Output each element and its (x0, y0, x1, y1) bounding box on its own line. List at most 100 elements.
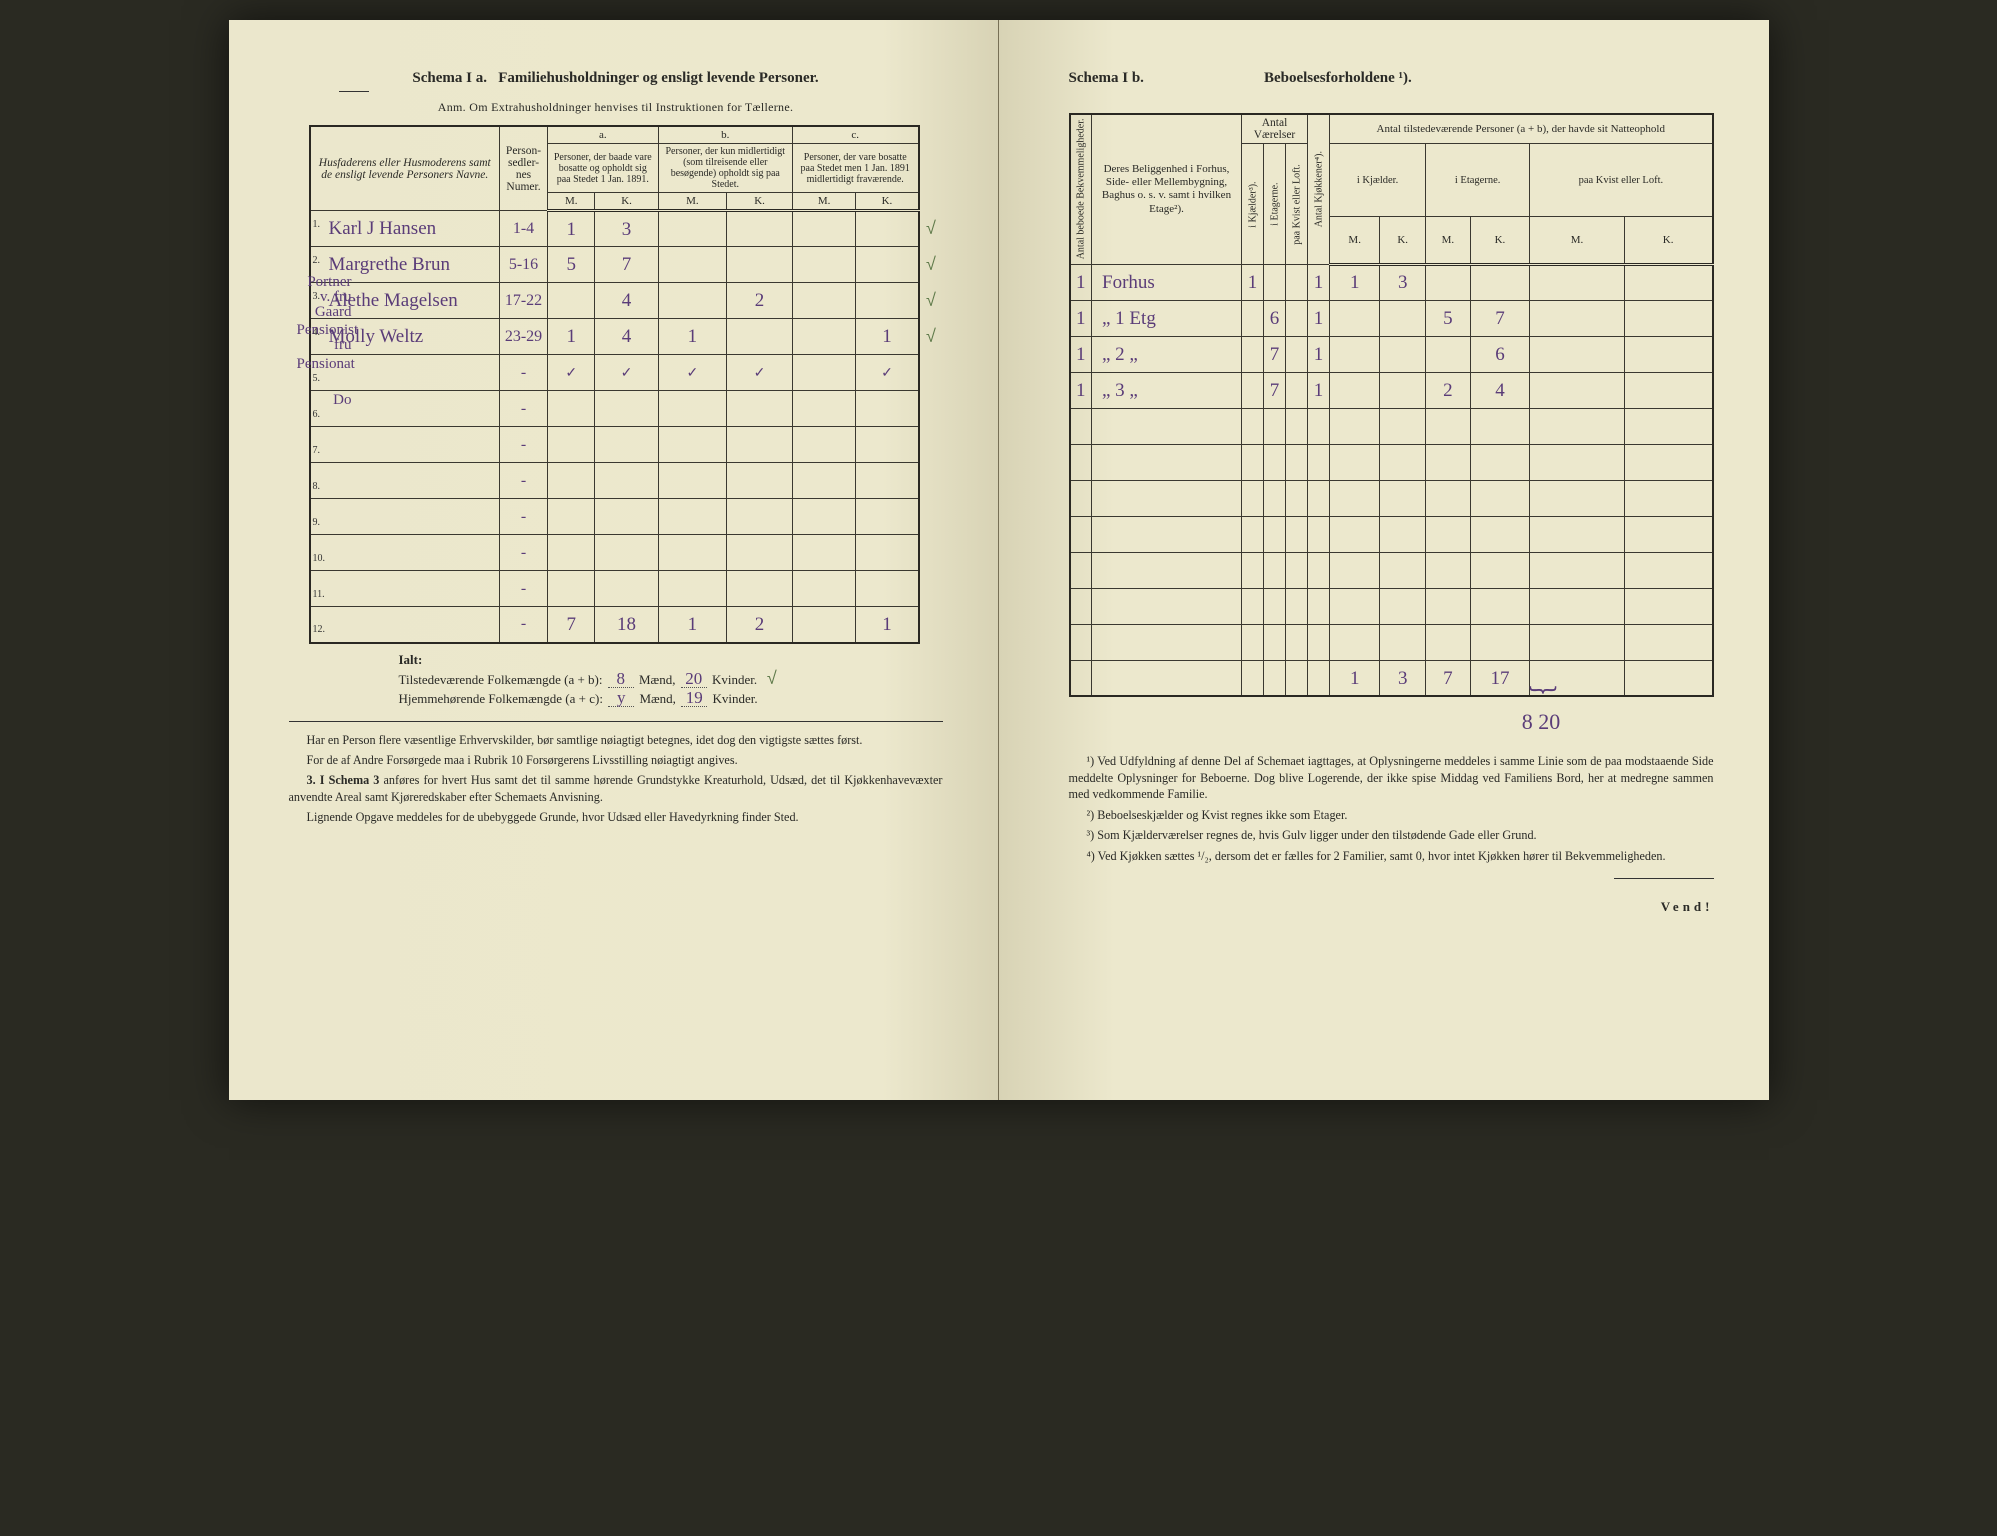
cell-ab: 1 (1070, 264, 1092, 300)
schema-1a-label: Schema I a. (412, 70, 487, 86)
cell-name: 11. (310, 571, 500, 607)
cell-ne-m (1426, 552, 1471, 588)
book-spread: Schema I a. Familiehusholdninger og ensl… (229, 20, 1769, 1100)
cell-check (919, 607, 943, 643)
cell-b-k: 2 (727, 283, 793, 319)
cell-nv-m (1530, 264, 1625, 300)
cell-a-m (548, 391, 595, 427)
cell-ve (1264, 444, 1286, 480)
cell-nk-k (1380, 444, 1426, 480)
cell-loc: „ 3 „ (1092, 372, 1242, 408)
schema-1a-title: Schema I a. Familiehusholdninger og ensl… (289, 70, 943, 87)
cell-vk (1242, 516, 1264, 552)
row-number: 3. (313, 291, 321, 302)
cell-name: 8. (310, 463, 500, 499)
cell-ve (1264, 480, 1286, 516)
th-names: Husfaderens eller Husmoderens samt de en… (310, 126, 500, 211)
cell-ab (1070, 480, 1092, 516)
ab-k: 20 (681, 670, 707, 688)
cell-ve: 7 (1264, 372, 1286, 408)
th-natte: Antal tilstedeværende Personer (a + b), … (1330, 114, 1713, 144)
maend-1: Mænd, (639, 672, 675, 687)
cell-ne-m (1426, 336, 1471, 372)
cell-name: 3. Alethe Magelsen (310, 283, 500, 319)
cell-nv-m (1530, 588, 1625, 624)
right-row (1070, 552, 1713, 588)
cell-ne-k: 4 (1470, 372, 1530, 408)
cell-ve (1264, 264, 1286, 300)
cell-vk (1242, 552, 1264, 588)
cell-numer: - (500, 427, 548, 463)
cell-nv-m (1530, 444, 1625, 480)
cell-numer: - (500, 499, 548, 535)
cell-b-m: ✓ (658, 355, 727, 391)
cell-loc: Forhus (1092, 264, 1242, 300)
cell-ne-m (1426, 516, 1471, 552)
cell-numer: - (500, 607, 548, 643)
cell-numer: 17-22 (500, 283, 548, 319)
cell-kk (1308, 408, 1330, 444)
cell-c-k (856, 211, 919, 247)
cell-check (919, 535, 943, 571)
cell-nv-m (1530, 480, 1625, 516)
cell-c-m (792, 499, 855, 535)
cell-ne-k: 7 (1470, 300, 1530, 336)
cell-check (919, 391, 943, 427)
cell-c-k (856, 283, 919, 319)
cell-b-m: 1 (658, 607, 727, 643)
row-number: 1. (313, 219, 321, 230)
cell-c-m (792, 535, 855, 571)
cell-c-m (792, 607, 855, 643)
cell-loc (1092, 588, 1242, 624)
cell-ve (1264, 408, 1286, 444)
th-b-m: M. (658, 193, 727, 211)
th-nkv-k: K. (1624, 217, 1712, 264)
row-number: 5. (313, 373, 321, 384)
cell-kk (1308, 480, 1330, 516)
rule-right (1614, 878, 1714, 879)
row-number: 12. (313, 624, 326, 635)
cell-loc (1092, 660, 1242, 696)
cell-nk-k: 3 (1380, 264, 1426, 300)
th-c-text: Personer, der vare bosatte paa Stedet me… (792, 144, 918, 193)
th-v-kv: paa Kvist eller Loft. (1286, 144, 1308, 265)
cell-ab (1070, 408, 1092, 444)
sum-value: 8 20 (1522, 709, 1561, 734)
cell-a-k: 18 (595, 607, 658, 643)
schema-1b-title: Schema I b. Beboelsesforholdene ¹). (1069, 70, 1714, 87)
left-row: 9. - (310, 499, 943, 535)
cell-b-m (658, 391, 727, 427)
cell-c-m (792, 427, 855, 463)
cell-numer: - (500, 355, 548, 391)
cell-a-m (548, 427, 595, 463)
cell-c-m (792, 211, 855, 247)
left-row: 5. - ✓ ✓ ✓ ✓ ✓ (310, 355, 943, 391)
th-c-k: K. (856, 193, 919, 211)
cell-name: 5. (310, 355, 500, 391)
cell-nv-m (1530, 336, 1625, 372)
para3: 3. I Schema 3 anføres for hvert Hus samt… (289, 772, 943, 805)
cell-c-k (856, 571, 919, 607)
cell-name: 2. Margrethe Brun (310, 247, 500, 283)
cell-loc (1092, 516, 1242, 552)
cell-b-m (658, 571, 727, 607)
left-row: 2. Margrethe Brun 5-16 5 7 √ (310, 247, 943, 283)
cell-a-k: 4 (595, 283, 658, 319)
left-row: 10. - (310, 535, 943, 571)
cell-loc: „ 1 Etg (1092, 300, 1242, 336)
fn4: ⁴) Ved Kjøkken sættes ¹/₂, dersom det er… (1069, 848, 1714, 864)
cell-nk-k (1380, 516, 1426, 552)
cell-b-m (658, 535, 727, 571)
cell-ne-k (1470, 408, 1530, 444)
cell-nk-m (1330, 444, 1380, 480)
cell-vk (1242, 624, 1264, 660)
hand-name: Molly Weltz (329, 326, 424, 347)
cell-ve (1264, 588, 1286, 624)
cell-a-m: ✓ (548, 355, 595, 391)
cell-b-m (658, 427, 727, 463)
th-check-spacer (919, 126, 943, 211)
cell-c-k (856, 391, 919, 427)
cell-vkv (1286, 552, 1308, 588)
table-right: Antal beboede Bekvemmeligheder. Deres Be… (1069, 113, 1714, 697)
th-n-kj: i Kjælder. (1330, 144, 1426, 217)
